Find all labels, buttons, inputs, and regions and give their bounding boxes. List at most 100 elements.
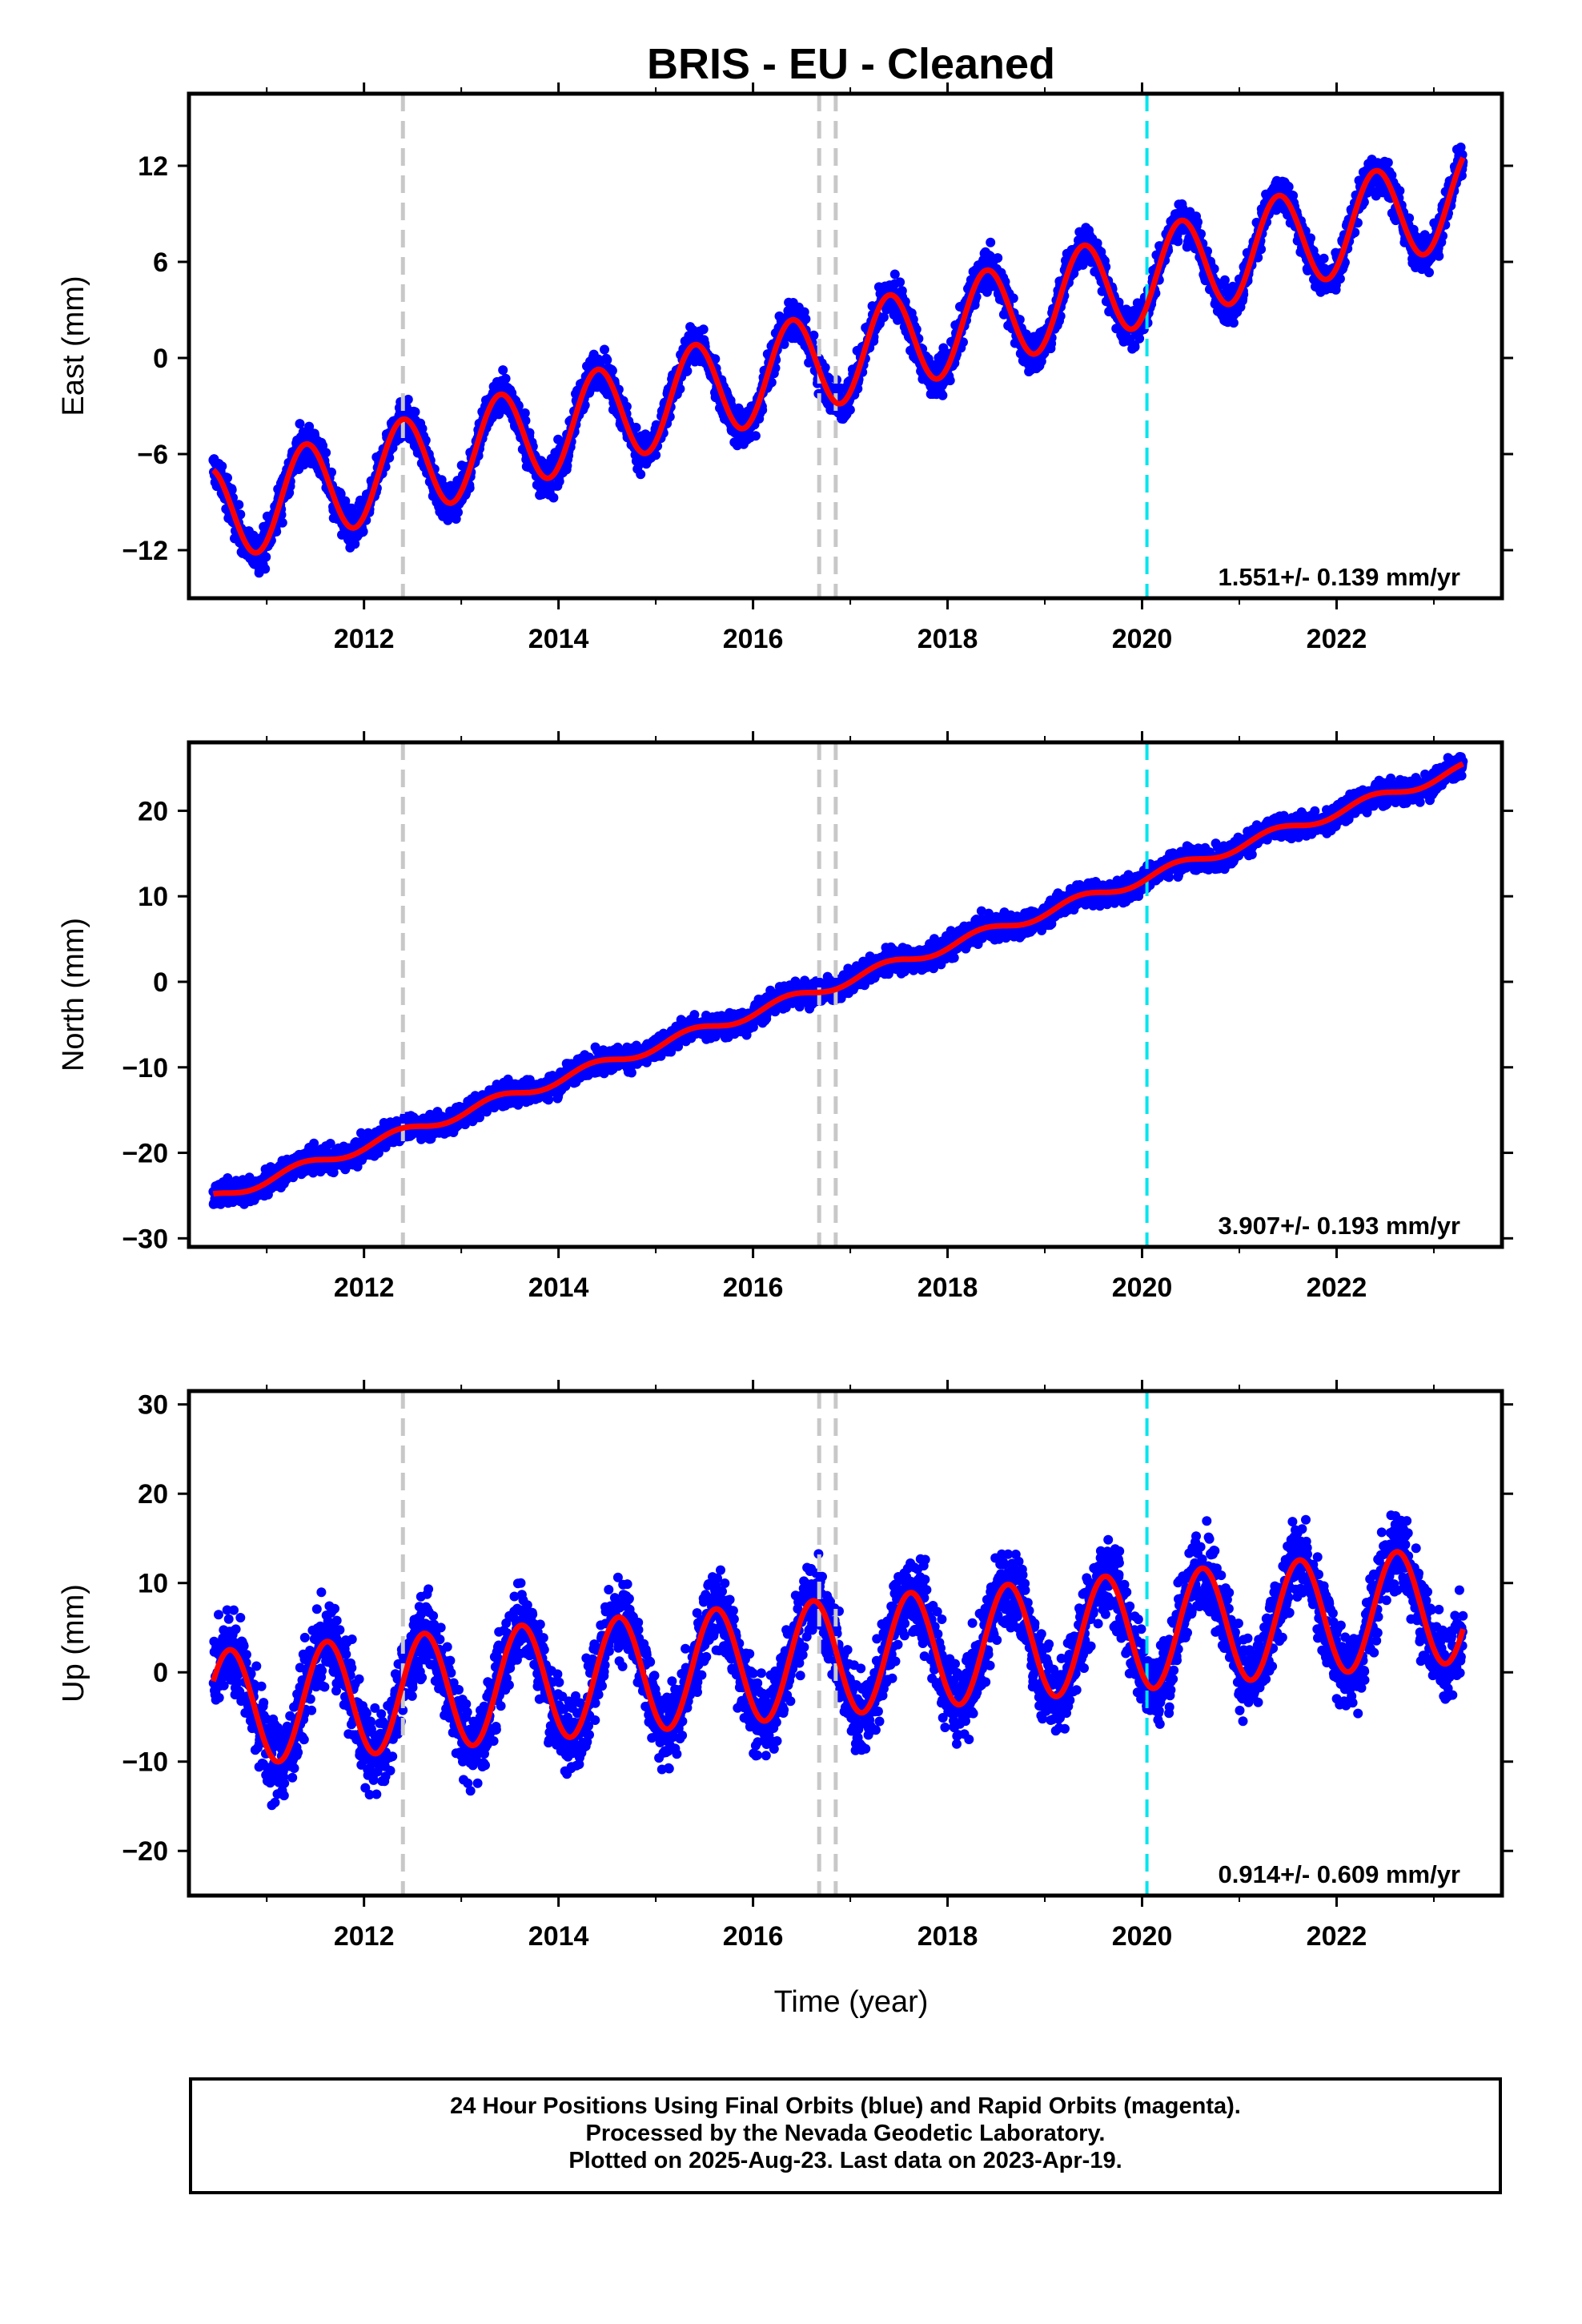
x-tick-label: 2018 bbox=[917, 624, 978, 654]
data-point bbox=[1424, 267, 1434, 278]
data-point bbox=[1383, 158, 1393, 167]
data-point bbox=[1209, 263, 1219, 274]
y-tick-label: 6 bbox=[153, 247, 168, 278]
data-points bbox=[208, 143, 1468, 578]
data-point bbox=[1395, 186, 1405, 196]
data-point bbox=[410, 407, 420, 417]
y-tick-label: −6 bbox=[137, 440, 168, 470]
data-point bbox=[682, 366, 693, 376]
data-point bbox=[1021, 329, 1031, 340]
data-point bbox=[651, 450, 661, 460]
data-point bbox=[602, 355, 612, 365]
data-point bbox=[403, 394, 413, 404]
data-point bbox=[548, 493, 559, 503]
y-axis-label: East (mm) bbox=[57, 275, 90, 416]
data-points bbox=[208, 752, 1468, 1209]
data-point bbox=[636, 469, 646, 480]
data-point bbox=[1288, 191, 1299, 201]
data-point bbox=[1253, 252, 1263, 263]
data-point bbox=[600, 344, 609, 355]
data-point bbox=[1319, 253, 1329, 263]
data-point bbox=[520, 408, 530, 418]
data-point bbox=[1306, 233, 1315, 243]
x-tick-label: 2022 bbox=[1307, 624, 1367, 654]
data-point bbox=[1404, 213, 1415, 223]
data-point bbox=[621, 401, 632, 412]
data-point bbox=[234, 500, 244, 510]
data-point bbox=[1456, 143, 1466, 152]
data-point bbox=[524, 428, 535, 438]
data-point bbox=[327, 467, 336, 477]
data-point bbox=[277, 517, 287, 528]
x-tick-label: 2020 bbox=[1112, 624, 1173, 654]
data-point bbox=[801, 314, 811, 324]
chart-title: BRIS - EU - Cleaned bbox=[647, 40, 1055, 88]
data-point bbox=[223, 472, 232, 483]
data-point bbox=[895, 277, 905, 287]
data-point bbox=[1434, 251, 1444, 261]
data-point bbox=[453, 507, 463, 517]
data-point bbox=[1014, 315, 1025, 325]
data-point bbox=[554, 476, 564, 487]
data-point bbox=[750, 431, 761, 441]
data-point bbox=[227, 485, 237, 495]
data-point bbox=[824, 373, 834, 384]
data-point bbox=[675, 384, 685, 394]
data-point bbox=[845, 404, 855, 415]
data-point bbox=[878, 312, 889, 323]
data-point bbox=[698, 324, 709, 335]
data-point bbox=[350, 539, 360, 549]
data-point bbox=[580, 400, 590, 410]
data-point bbox=[520, 416, 531, 426]
data-point bbox=[1196, 229, 1206, 239]
data-point bbox=[889, 269, 900, 279]
data-point bbox=[809, 330, 819, 340]
plot-frame bbox=[187, 91, 1504, 601]
data-point bbox=[1335, 274, 1345, 284]
data-point bbox=[958, 337, 968, 348]
y-tick-label: −12 bbox=[122, 536, 168, 566]
data-point bbox=[1228, 318, 1239, 328]
data-point bbox=[1457, 150, 1468, 160]
data-point bbox=[217, 461, 227, 472]
velocity-annotation: 1.551+/- 0.139 mm/yr bbox=[1219, 563, 1460, 591]
data-point bbox=[993, 253, 1003, 263]
data-point bbox=[321, 448, 331, 458]
data-point bbox=[261, 552, 271, 562]
data-point bbox=[1173, 236, 1183, 247]
data-point bbox=[710, 354, 721, 364]
data-point bbox=[464, 483, 475, 493]
data-point bbox=[757, 405, 768, 415]
data-point bbox=[223, 1173, 233, 1183]
data-point bbox=[1256, 244, 1267, 255]
data-point bbox=[500, 373, 511, 384]
data-point bbox=[986, 237, 996, 247]
data-point bbox=[607, 365, 617, 376]
data-point bbox=[1008, 293, 1018, 304]
x-tick-label: 2014 bbox=[528, 624, 589, 654]
data-point bbox=[295, 419, 305, 429]
data-point bbox=[335, 489, 346, 499]
data-point bbox=[340, 496, 351, 506]
data-point bbox=[235, 509, 246, 520]
data-point bbox=[299, 460, 309, 470]
data-point bbox=[358, 526, 368, 537]
data-point bbox=[1130, 342, 1140, 352]
x-tick-label: 2012 bbox=[334, 624, 395, 654]
data-point bbox=[1219, 275, 1230, 285]
data-point bbox=[631, 422, 641, 432]
data-point bbox=[1134, 333, 1145, 344]
data-point bbox=[945, 376, 955, 386]
data-point bbox=[820, 363, 830, 372]
data-point bbox=[1283, 182, 1294, 192]
data-point bbox=[498, 365, 508, 376]
data-point bbox=[766, 377, 777, 388]
panel-north: 2012 2014 2016 2018 2020 2022−30−20−1001020No… bbox=[57, 731, 1513, 1303]
model-fit-line bbox=[211, 156, 1466, 556]
y-tick-label: 12 bbox=[138, 151, 168, 182]
data-point bbox=[260, 564, 271, 574]
x-tick-label: 2016 bbox=[723, 624, 784, 654]
